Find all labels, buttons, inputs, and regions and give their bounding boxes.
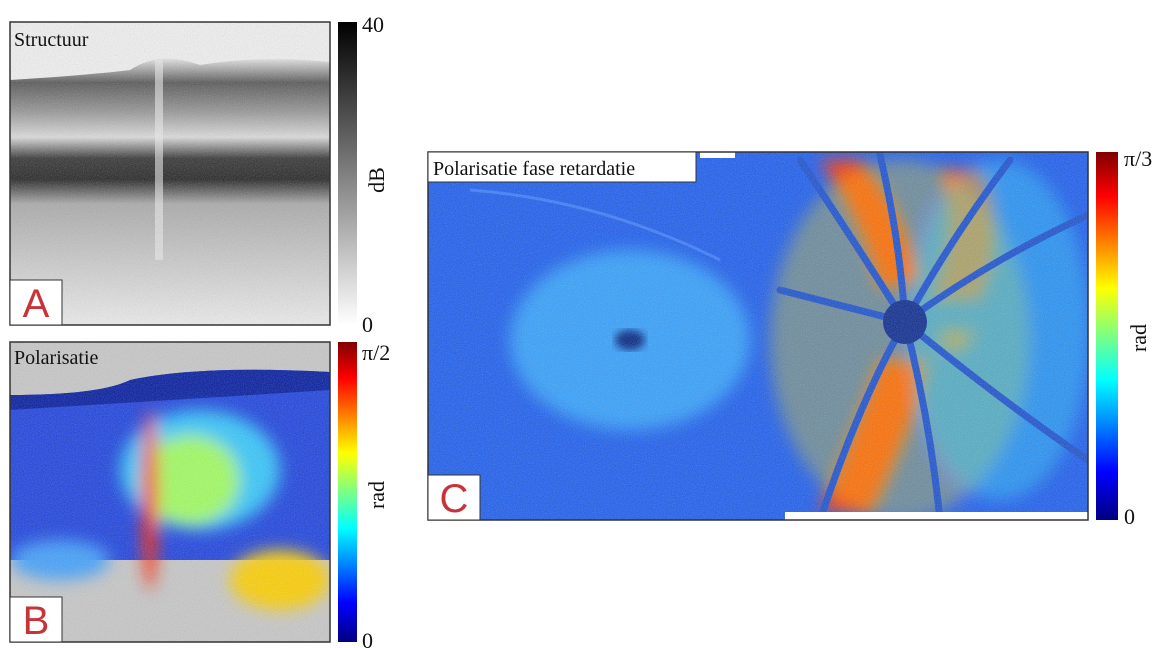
colorbar-max: π/2	[362, 340, 390, 365]
panel-title: Polarisatie	[14, 347, 99, 369]
panel-a: Structuur A 40 0 dB	[10, 12, 389, 337]
colorbar-unit: dB	[364, 167, 389, 193]
retardation-image	[428, 152, 1090, 520]
colorbar-max: π/3	[1124, 146, 1152, 171]
colorbar	[338, 342, 357, 642]
panel-b: Polarisatie B π/2 0 rad	[10, 340, 390, 648]
colorbar-min: 0	[362, 628, 373, 648]
colorbar-unit: rad	[1126, 324, 1151, 352]
colorbar-min: 0	[1124, 504, 1135, 529]
panel-letter: C	[440, 477, 469, 521]
panel-title: Polarisatie fase retardatie	[433, 158, 635, 180]
panel-letter: A	[23, 282, 50, 326]
panel-c: Polarisatie fase retardatie C π/3 0 rad	[428, 146, 1152, 529]
figure: Structuur A 40 0 dB Polarisatie B π/2 0 …	[0, 0, 1167, 648]
colorbar	[1096, 152, 1118, 520]
panel-letter: B	[23, 599, 50, 643]
panel-title: Structuur	[14, 29, 89, 51]
colorbar	[338, 22, 357, 325]
colorbar-max: 40	[362, 12, 384, 37]
colorbar-min: 0	[362, 312, 373, 337]
colorbar-unit: rad	[364, 481, 389, 509]
